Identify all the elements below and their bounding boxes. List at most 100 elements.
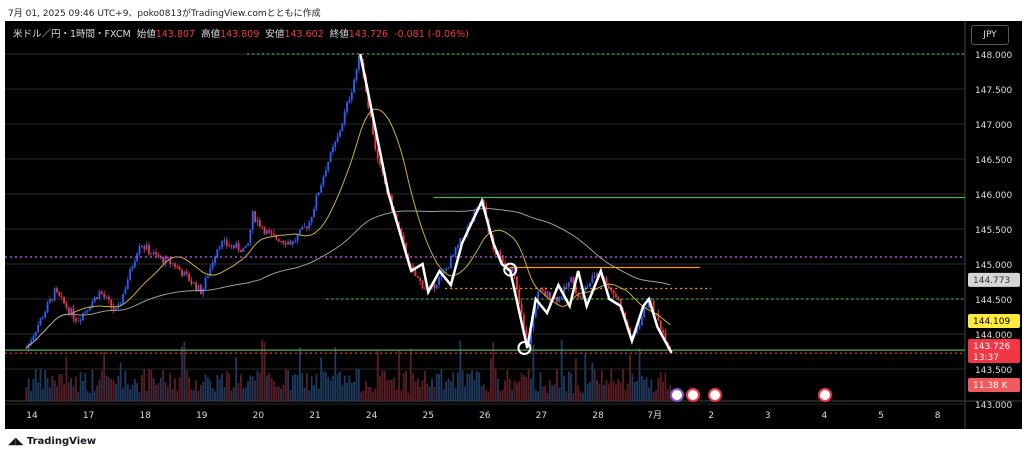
candle-body [176,267,179,268]
volume-bar [98,379,101,401]
candle-body [445,268,448,271]
candle-body [122,293,124,304]
candle-body [49,299,51,303]
volume-bar [157,383,160,401]
candle-body [270,232,273,234]
candle-body [589,282,591,287]
volume-bar [207,377,209,401]
volume-bar [171,389,174,401]
candle-body [166,257,169,259]
volume-bar [254,380,256,401]
caption: 7月 01, 2025 09:46 UTC+9、poko0813がTrading… [8,9,321,19]
volume-bar [395,389,398,401]
candle-body [143,246,146,250]
volume-bar [657,377,660,401]
candle-body [138,246,141,254]
volume-bar [499,391,502,401]
volume-bar [464,386,466,401]
x-tick-label: 28 [592,411,604,421]
volume-bar [622,368,624,401]
volume-bar [662,381,664,401]
tradingview-logo[interactable]: ◢◣ TradingView [8,436,96,447]
candle-body [58,292,61,296]
volume-bar [301,373,304,401]
volume-bar [478,372,481,401]
volume-bar [532,344,535,401]
candle-body [379,158,381,165]
volume-bar [473,379,476,401]
volume-bar [558,387,561,401]
ma-fast-badge: 144.109 [973,317,1010,327]
candle-body [586,286,589,288]
volume-bar [166,386,169,401]
volume-bar [457,372,459,401]
volume-bar [49,387,51,401]
symbol-legend: 米ドル／円・1時間・FXCM 始値143.807 高値143.809 安値143… [13,26,469,40]
candle-body [82,313,84,320]
candle-body [199,285,202,295]
candle-body [574,285,577,294]
candle-body [129,268,132,281]
y-tick-label: 146.500 [975,156,1012,166]
volume-bar [86,390,89,401]
volume-bar [240,374,242,401]
candle-body [355,69,358,80]
ma-slow-badge-bg [968,272,1020,287]
volume-bar [209,380,212,401]
volume-bar [275,386,278,401]
volume-bar [376,351,379,401]
volume-bar [445,381,448,401]
candle-body [322,176,325,186]
candle-body [449,256,452,269]
volume-bar [315,373,318,401]
candle-body [183,271,186,276]
volume-bar [284,369,287,401]
volume-bar [129,388,132,401]
candle-body [273,233,275,235]
volume-bar [122,388,124,401]
brand-text: TradingView [26,436,97,447]
volume-bar [277,386,280,401]
candle-body [46,302,49,312]
candle-body [74,318,77,322]
volume-bar [199,384,202,401]
change-value: -0.081 (-0.06%) [394,29,469,40]
candle-body [72,308,75,319]
volume-bar [534,390,537,401]
volume-bar [244,387,247,401]
volume-bar [584,354,587,401]
volume-bar [452,372,455,401]
volume-bar [58,373,61,401]
candle-body [419,277,422,281]
volume-bar [273,381,275,401]
chart-panel[interactable]: 148.000 147.500 147.000 146.500 146.000 145.5… [5,21,1022,429]
volume-bar [150,369,153,401]
volume-bar [511,390,514,401]
volume-bar [82,380,84,401]
volume-bar [381,370,384,401]
candle-body [256,220,259,222]
volume-bar [34,368,37,401]
volume-bar [579,391,582,401]
candle-body [124,288,127,294]
candle-body [133,261,136,267]
volume-bar [103,351,106,401]
candle-body [645,307,648,309]
candle-body [181,270,183,276]
candle-body [86,309,89,312]
close-value: 143.726 [348,29,389,40]
volume-bar [645,376,648,401]
candle-body [421,280,424,289]
candle-body [553,296,556,300]
candle-body [372,116,374,135]
volume-bar [617,379,620,401]
candle-body [523,314,525,329]
volume-bar [610,368,613,401]
volume-bar [256,370,259,401]
volume-bar [188,377,190,401]
price-chart[interactable]: 148.000 147.500 147.000 146.500 146.000 145.5… [5,21,1022,429]
volume-bar [242,388,245,401]
currency-button[interactable]: JPY [971,25,1009,45]
volume-bar [490,357,492,401]
x-tick-label: 20 [253,411,265,421]
